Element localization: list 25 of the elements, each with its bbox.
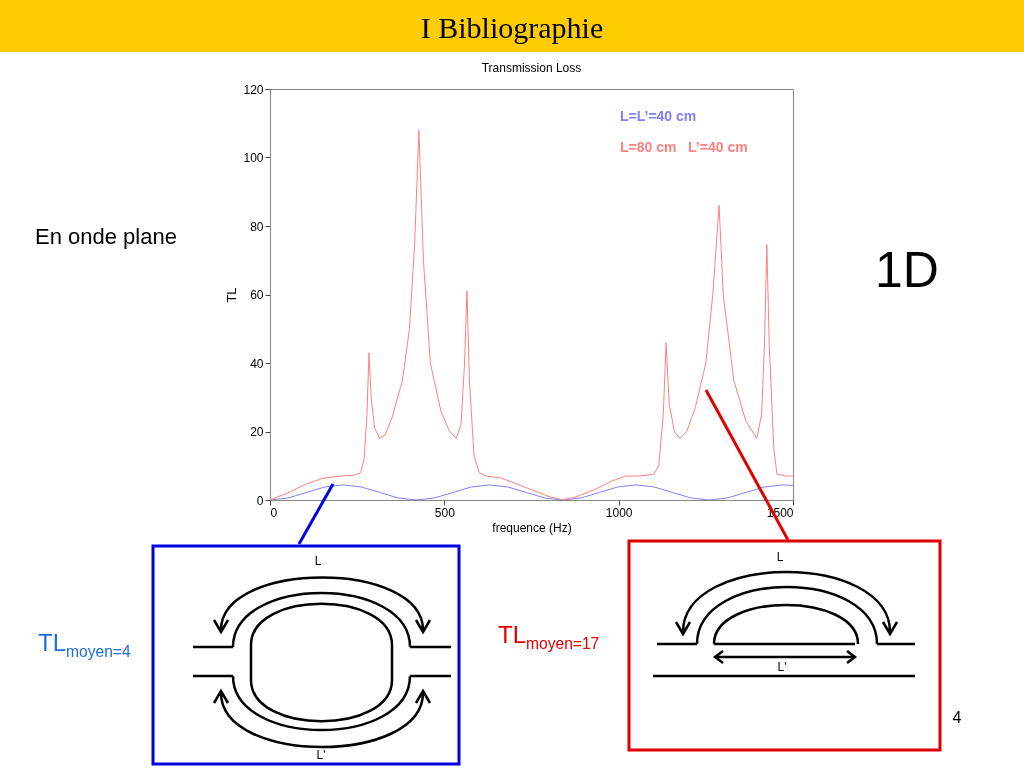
chart-title: Transmission Loss: [481, 61, 582, 75]
y-tick-label: 60: [250, 288, 264, 302]
text: L=L’=40 cm: [620, 108, 697, 124]
text: 4: [952, 709, 962, 726]
y-tick-label: 20: [250, 425, 264, 439]
text: En onde plane: [35, 224, 177, 249]
text: L: [776, 550, 784, 564]
x-axis-title: frequence (Hz): [492, 520, 572, 535]
text: L': [777, 660, 787, 674]
text: L: [314, 554, 322, 568]
text: TL$_{moyen=4}$: [38, 628, 131, 660]
text: L': [316, 748, 326, 762]
text: I Bibliographie: [420, 11, 604, 44]
y-tick-label: 100: [243, 151, 264, 165]
x-tick-label: 1000: [605, 505, 633, 520]
y-tick-label: 0: [256, 493, 264, 508]
x-tick-label: 500: [434, 505, 456, 520]
y-tick-label: 40: [250, 356, 264, 371]
text: L=80 cm L’=40 cm: [620, 139, 748, 155]
y-tick-label: 80: [250, 219, 264, 234]
y-axis-title: TL: [224, 287, 240, 303]
y-tick-label: 120: [243, 82, 264, 97]
text: 1D: [875, 242, 939, 298]
text: TL$_{moyen=17}$: [498, 620, 600, 652]
x-tick-label: 0: [270, 505, 278, 520]
